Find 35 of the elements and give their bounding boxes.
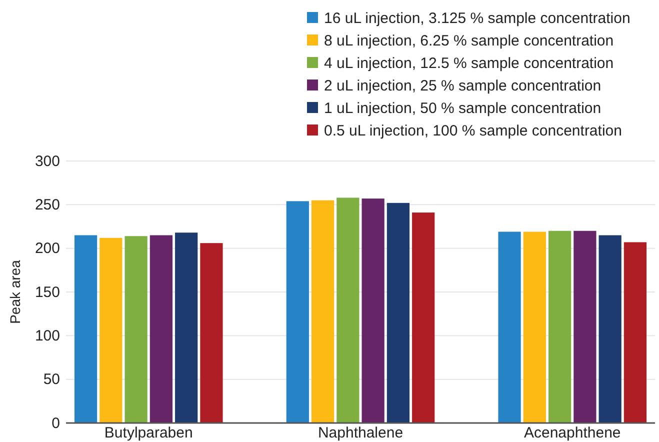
bar [362, 198, 384, 423]
y-tick-label: 300 [34, 152, 60, 170]
y-tick-label: 50 [43, 371, 60, 388]
legend-label: 0.5 uL injection, 100 % sample concentration [324, 122, 622, 140]
bar [336, 198, 360, 423]
y-tick-label: 0 [52, 414, 60, 432]
legend-label: 4 uL injection, 12.5 % sample concentration [324, 55, 614, 72]
x-tick-label: Acenaphthene [524, 424, 621, 442]
bar [548, 230, 572, 423]
bar [311, 200, 334, 423]
bar [412, 212, 435, 423]
bar [74, 235, 98, 423]
bar [598, 235, 622, 423]
bar [124, 236, 148, 423]
bar [574, 230, 596, 423]
legend-label: 8 uL injection, 6.25 % sample concentration [324, 32, 614, 50]
bar [200, 243, 223, 423]
bar [150, 235, 173, 423]
y-tick-label: 200 [34, 240, 60, 258]
bar [286, 201, 309, 423]
bar [624, 242, 647, 423]
y-axis-title: Peak area [7, 260, 23, 324]
y-tick-label: 250 [34, 196, 60, 214]
legend-label: 2 uL injection, 25 % sample concentration [324, 78, 602, 94]
bar [498, 232, 521, 423]
bar [386, 202, 410, 423]
legend-label: 16 uL injection, 3.125 % sample concentration [324, 10, 630, 27]
legend-label: 1 uL injection, 50 % sample concentration [324, 100, 602, 117]
bar [523, 232, 546, 423]
y-tick-label: 100 [34, 327, 60, 344]
x-tick-label: Naphthalene [318, 424, 404, 442]
bar [100, 238, 122, 423]
y-tick-label: 150 [34, 284, 60, 301]
x-tick-label: Butylparaben [104, 424, 193, 442]
bar [175, 232, 198, 423]
